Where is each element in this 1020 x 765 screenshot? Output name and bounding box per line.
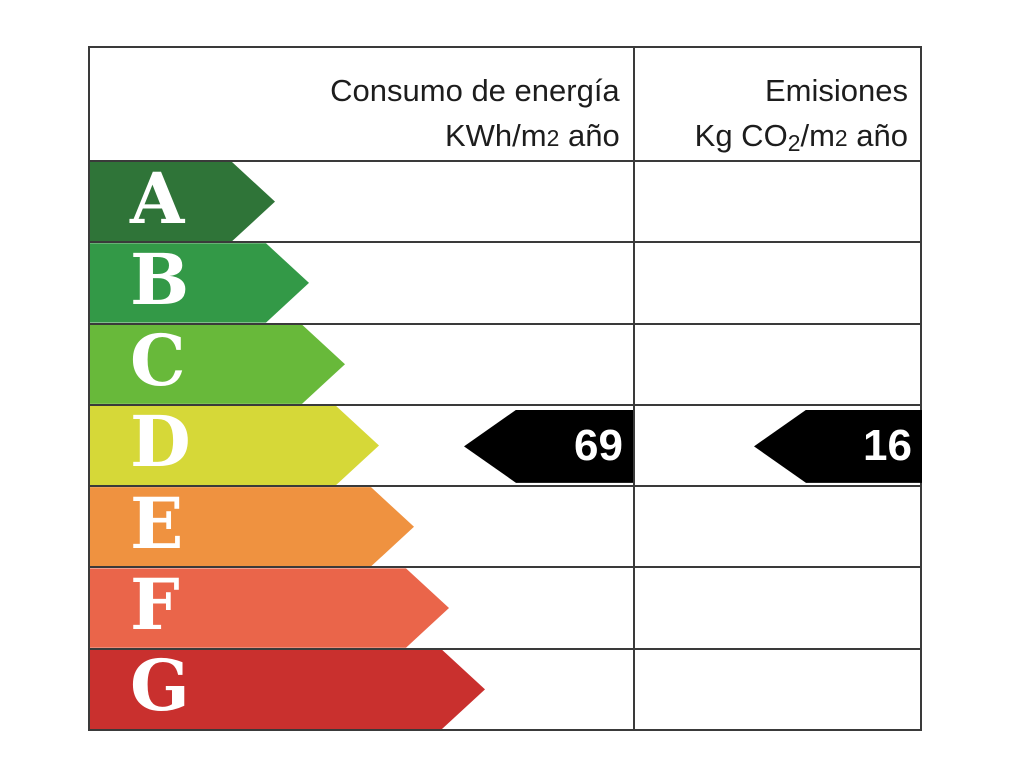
rating-row-e: E bbox=[90, 485, 920, 566]
rating-letter: F bbox=[130, 563, 180, 647]
rating-arrow-c bbox=[90, 325, 345, 404]
squared-exponent: 2 bbox=[546, 125, 560, 151]
column-divider bbox=[633, 48, 635, 729]
rating-letter: E bbox=[130, 481, 184, 565]
consumption-column-header: Consumo de energía KWh/m2 año bbox=[90, 48, 634, 160]
table-header: Consumo de energía KWh/m2 año Emisiones … bbox=[90, 48, 920, 160]
emissions-value: 16 bbox=[863, 421, 912, 471]
rating-arrow-d bbox=[90, 406, 379, 485]
emissions-value-arrow: 16 bbox=[754, 409, 922, 483]
consumption-header-line1: Consumo de energía bbox=[330, 73, 620, 108]
emissions-column-header: Emisiones Kg CO2/m2 año bbox=[634, 48, 920, 160]
consumption-value-arrow: 69 bbox=[464, 409, 633, 483]
squared-exponent: 2 bbox=[834, 125, 848, 151]
rating-letter: A bbox=[130, 156, 185, 240]
rating-arrow-e bbox=[90, 487, 414, 566]
rating-letter: G bbox=[130, 644, 190, 728]
energy-label-table: Consumo de energía KWh/m2 año Emisiones … bbox=[88, 46, 922, 731]
emissions-header-line2: Kg CO2/m2 año bbox=[694, 118, 908, 157]
rating-row-b: B bbox=[90, 241, 920, 322]
rating-row-f: F bbox=[90, 566, 920, 647]
emissions-header-line1: Emisiones bbox=[765, 73, 908, 108]
rating-arrow-f bbox=[90, 568, 449, 647]
rating-arrow-b bbox=[90, 243, 309, 322]
rating-row-g: G bbox=[90, 644, 920, 729]
rating-letter: D bbox=[130, 400, 191, 484]
rating-row-c: C bbox=[90, 319, 920, 404]
rating-letter: B bbox=[130, 238, 190, 322]
rating-letter: C bbox=[130, 319, 186, 403]
rating-row-a: A bbox=[90, 160, 920, 241]
rating-arrow-g bbox=[90, 650, 485, 729]
consumption-header-line2: KWh/m2 año bbox=[444, 118, 620, 153]
consumption-value: 69 bbox=[574, 421, 623, 471]
rating-arrow-a bbox=[90, 162, 275, 241]
co2-subscript: 2 bbox=[787, 130, 801, 157]
rating-row-d: D 69 16 bbox=[90, 400, 922, 485]
